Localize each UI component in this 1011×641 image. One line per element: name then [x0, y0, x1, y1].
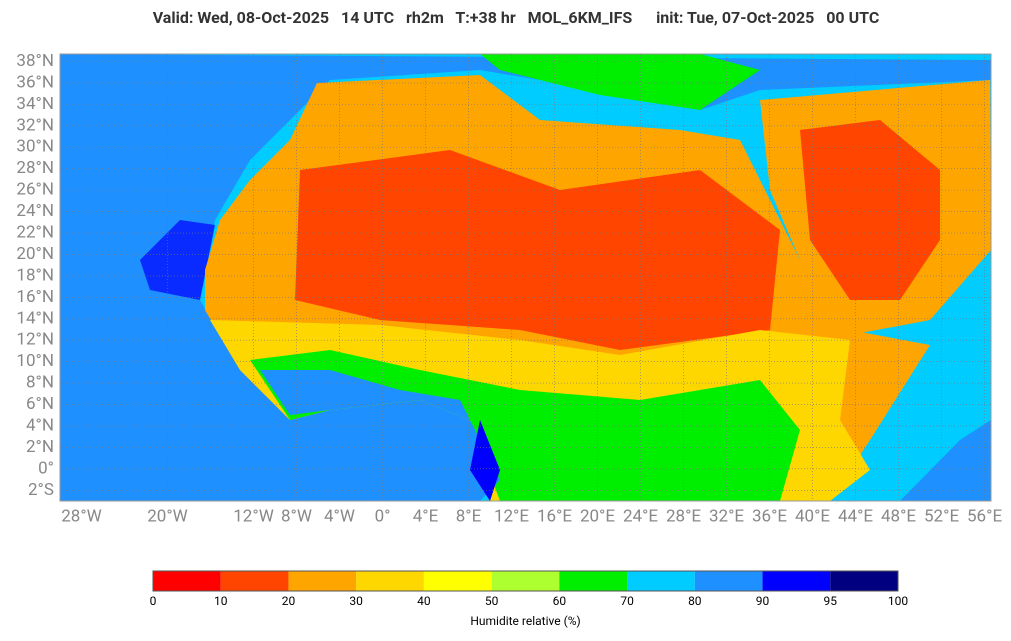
x-tick-label: 28°E [666, 506, 701, 526]
colorbar-tick-label: 70 [620, 594, 634, 608]
x-tick-label: 0° [375, 506, 391, 526]
colorbar-frame [152, 570, 899, 592]
colorbar-segment [153, 571, 221, 591]
y-tick-label: 6°N [26, 394, 54, 414]
colorbar-tick-label: 40 [417, 594, 431, 608]
colorbar-tick-label: 60 [553, 594, 567, 608]
x-tick-label: 20°E [580, 506, 615, 526]
y-tick-label: 30°N [16, 137, 54, 157]
colorbar-segment [288, 571, 357, 591]
x-tick-label: 4°W [324, 506, 355, 526]
y-tick-label: 18°N [16, 265, 54, 285]
x-tick-label: 24°E [623, 506, 658, 526]
y-tick-label: 16°N [16, 287, 54, 307]
x-tick-label: 32°E [709, 506, 744, 526]
x-tick-label: 56°E [967, 506, 1002, 526]
x-tick-label: 52°E [924, 506, 959, 526]
x-tick-label: 44°E [838, 506, 873, 526]
x-tick-label: 8°E [456, 506, 482, 526]
x-tick-label: 16°E [537, 506, 572, 526]
colorbar-segment [423, 571, 492, 591]
x-tick-label: 12°W [233, 506, 274, 526]
y-tick-label: 22°N [16, 222, 54, 242]
colorbar-segment [627, 571, 695, 591]
colorbar-segment [830, 571, 898, 591]
y-tick-label: 4°N [26, 415, 54, 435]
colorbar-tick-label: 100 [888, 594, 908, 608]
y-tick-label: 12°N [16, 330, 54, 350]
colorbar-segment [559, 571, 628, 591]
x-tick-label: 28°W [61, 506, 102, 526]
y-tick-label: 24°N [16, 201, 54, 221]
map-field [60, 54, 991, 501]
y-tick-label: 34°N [16, 94, 54, 114]
x-tick-label: 12°E [494, 506, 529, 526]
colorbar-tick-label: 10 [214, 594, 228, 608]
y-tick-label: 2°N [26, 437, 54, 457]
x-tick-label: 48°E [881, 506, 916, 526]
colorbar-tick-label: 80 [688, 594, 702, 608]
y-tick-label: 36°N [16, 72, 54, 92]
colorbar-tick-label: 90 [756, 594, 770, 608]
y-tick-label: 38°N [16, 51, 54, 71]
y-tick-label: 10°N [16, 351, 54, 371]
y-tick-label: 32°N [16, 115, 54, 135]
x-tick-label: 36°E [752, 506, 787, 526]
y-tick-label: 8°N [26, 373, 54, 393]
colorbar-segment [491, 571, 560, 591]
y-tick-label: 14°N [16, 308, 54, 328]
colorbar-tick-label: 95 [824, 594, 838, 608]
colorbar-segment [762, 571, 831, 591]
colorbar-segment [356, 571, 424, 591]
x-tick-label: 8°W [281, 506, 312, 526]
colorbar-tick-label: 50 [485, 594, 499, 608]
colorbar-tick-label: 30 [349, 594, 363, 608]
y-tick-label: 20°N [16, 244, 54, 264]
y-tick-label: 2°S [28, 480, 54, 500]
y-tick-label: 28°N [16, 158, 54, 178]
colorbar-segment [694, 571, 763, 591]
colorbar-segment [220, 571, 289, 591]
colorbar-tick-label: 0 [150, 594, 157, 608]
x-tick-label: 4°E [413, 506, 439, 526]
colorbar-tick-label: 20 [282, 594, 296, 608]
y-tick-label: 26°N [16, 180, 54, 200]
y-tick-label: 0° [38, 458, 54, 478]
x-tick-label: 20°W [147, 506, 188, 526]
colorbar-label: Humidite relative (%) [470, 614, 580, 628]
map-frame [59, 53, 992, 502]
x-tick-label: 40°E [795, 506, 830, 526]
map-title: Valid: Wed, 08-Oct-2025 14 UTC rh2m T:+3… [153, 8, 880, 27]
